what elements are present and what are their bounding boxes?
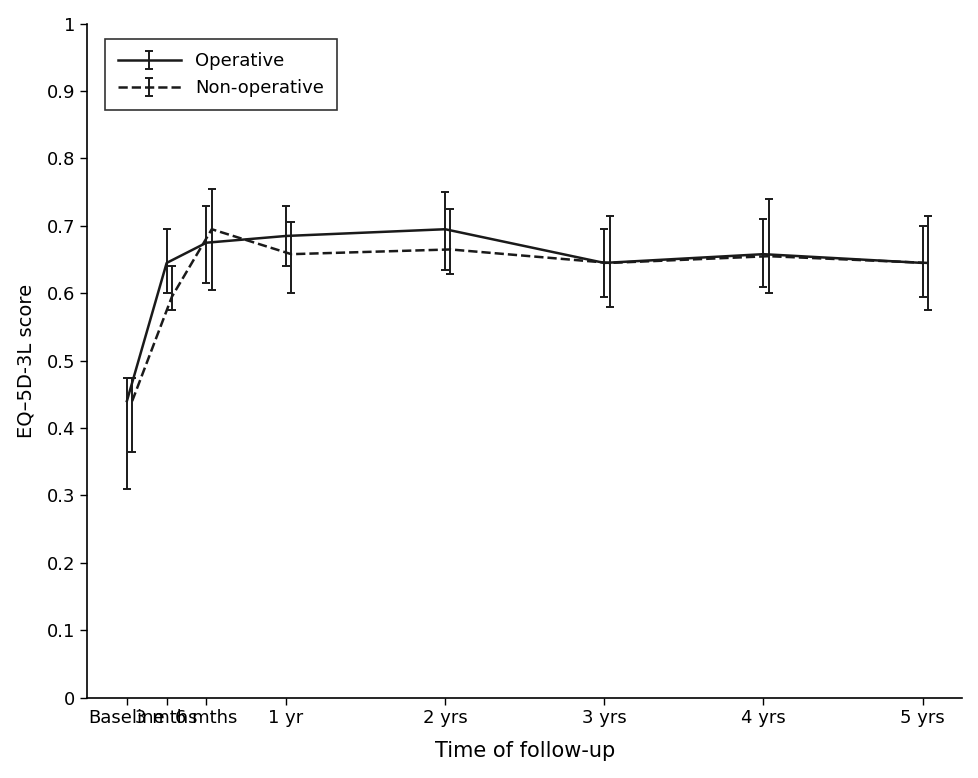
- X-axis label: Time of follow-up: Time of follow-up: [434, 741, 614, 762]
- Y-axis label: EQ–5D-3L score: EQ–5D-3L score: [17, 284, 35, 438]
- Legend: Operative, Non-operative: Operative, Non-operative: [105, 40, 336, 110]
